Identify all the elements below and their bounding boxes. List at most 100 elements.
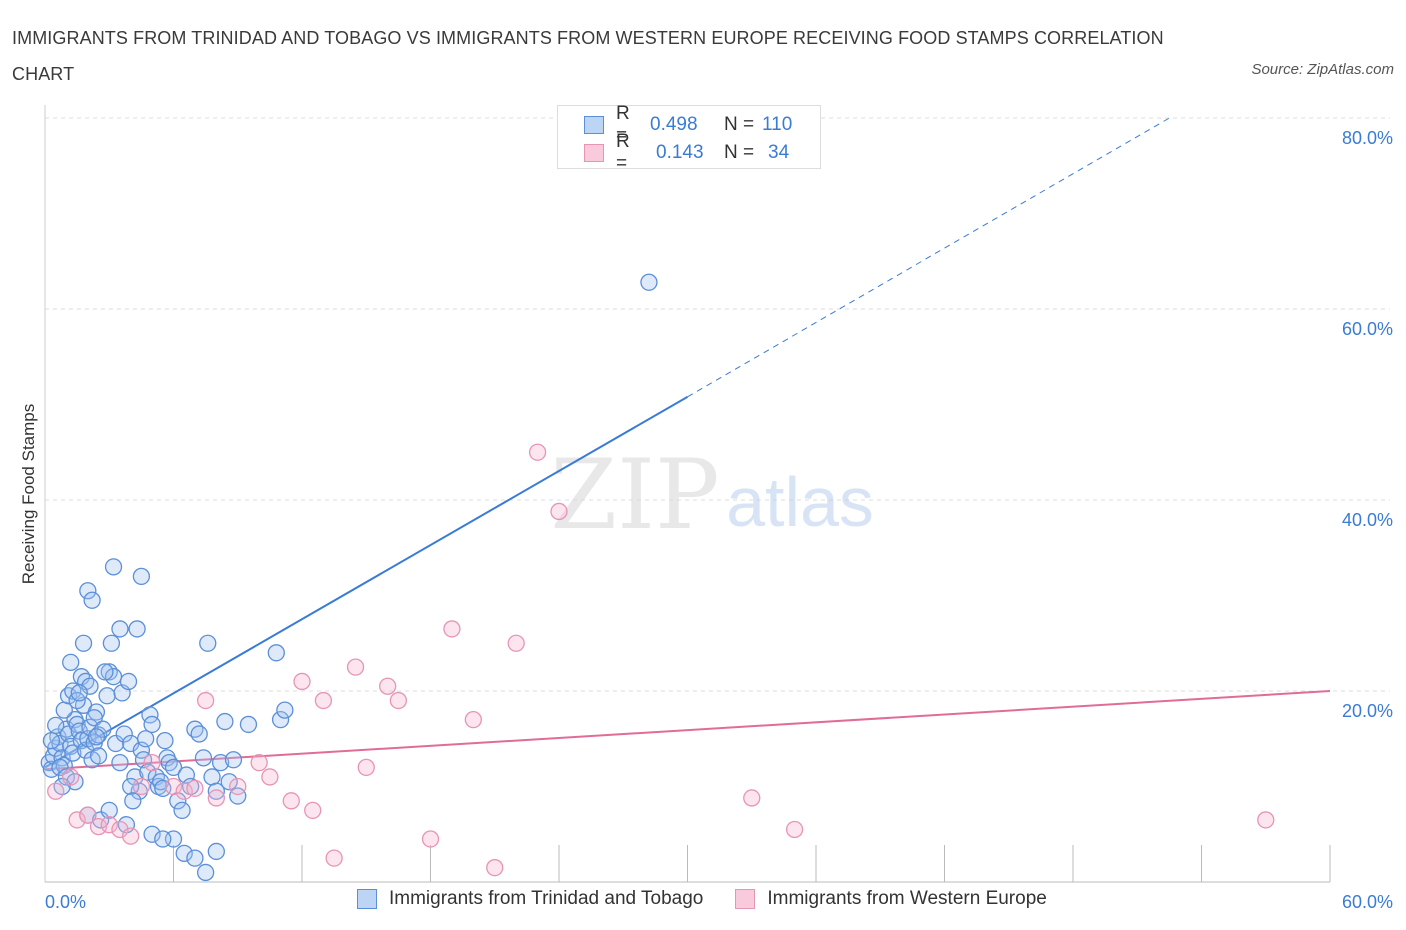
legend-n-value: 34 (768, 142, 790, 163)
data-point-pink (79, 806, 97, 824)
data-point-pink (282, 792, 300, 810)
data-point-blue (156, 732, 174, 750)
data-point-pink (186, 779, 204, 798)
data-point-blue (87, 728, 106, 746)
data-point-pink (314, 691, 333, 710)
data-point-blue (271, 711, 290, 729)
x-tick-label: 0.0% (45, 892, 86, 912)
data-point-pink (229, 777, 247, 796)
series-name-pink: Immigrants from Western Europe (767, 888, 1047, 909)
data-point-pink (528, 443, 547, 461)
data-point-blue (143, 715, 161, 734)
data-point-pink (68, 811, 86, 829)
data-point-blue (203, 768, 221, 786)
data-point-blue (199, 634, 217, 652)
data-point-pink (100, 816, 118, 834)
data-point-pink (507, 634, 525, 652)
y-tick-label: 80.0% (1342, 128, 1393, 148)
data-point-blue (70, 684, 88, 702)
data-point-blue (124, 792, 142, 810)
data-point-pink (304, 801, 322, 820)
watermark-atlas: atlas (726, 463, 874, 541)
y-tick-label: 40.0% (1342, 510, 1393, 530)
data-point-blue (239, 715, 258, 734)
data-point-pink (62, 768, 80, 786)
data-point-blue (186, 849, 204, 867)
data-point-pink (464, 711, 482, 729)
data-point-pink (207, 789, 225, 807)
data-point-blue (62, 653, 80, 671)
y-axis-label: Receiving Food Stamps (19, 404, 38, 584)
data-point-blue (207, 782, 225, 800)
data-point-blue (83, 591, 101, 609)
series-name-blue: Immigrants from Trinidad and Tobago (389, 888, 704, 909)
data-point-pink (47, 782, 65, 800)
data-point-blue (190, 725, 208, 743)
data-point-pink (486, 859, 504, 877)
data-point-pink (143, 753, 161, 772)
data-point-blue (47, 716, 65, 735)
data-point-blue (64, 744, 82, 762)
series-legend: Immigrants from Trinidad and Tobago Immi… (357, 888, 1079, 910)
legend-swatch-pink (584, 144, 604, 162)
data-point-blue (74, 634, 93, 652)
trend-line-blue-extension (687, 117, 1170, 398)
data-point-pink (122, 827, 140, 845)
legend-r-value: 0.498 (650, 114, 698, 135)
data-point-pink (346, 658, 365, 676)
data-point-pink (389, 691, 408, 710)
legend-swatch-blue (584, 116, 604, 134)
data-point-blue (64, 682, 82, 700)
data-point-blue (229, 787, 247, 805)
data-point-blue (104, 558, 123, 576)
data-point-blue (196, 863, 215, 882)
data-point-blue (111, 620, 129, 638)
data-point-blue (216, 712, 234, 731)
data-point-blue (220, 773, 238, 791)
data-point-blue (42, 732, 61, 750)
chart-title: IMMIGRANTS FROM TRINIDAD AND TOBAGO VS I… (12, 28, 1164, 84)
trend-lines (44, 117, 1331, 771)
data-point-blue (132, 567, 151, 586)
data-point-pink (785, 820, 804, 839)
data-point-pink (443, 620, 461, 638)
watermark-zip: ZIP (550, 439, 719, 551)
data-point-pink (325, 849, 343, 867)
data-point-blue (175, 844, 193, 862)
data-point-blue (276, 701, 294, 719)
legend-row-pink: R = 0.143 N = 34 (584, 131, 790, 174)
data-point-blue (151, 773, 170, 791)
data-point-blue (137, 730, 155, 748)
data-point-pink (743, 789, 761, 807)
legend-n-value: 110 (762, 114, 793, 135)
data-point-pink (196, 691, 215, 710)
data-point-blue (89, 747, 108, 765)
series-swatch-blue (357, 889, 377, 909)
data-point-blue (128, 620, 146, 638)
legend-r-value: 0.143 (656, 142, 704, 163)
data-point-blue (107, 734, 125, 753)
legend-n-label: N = (724, 114, 755, 135)
data-point-blue (211, 753, 230, 772)
grid-lines (45, 117, 1390, 692)
data-point-blue (154, 779, 172, 798)
data-point-blue (51, 758, 69, 777)
data-point-blue (173, 801, 191, 820)
data-point-blue (143, 825, 161, 843)
data-point-blue (57, 768, 76, 786)
series-legend-item-pink[interactable]: Immigrants from Western Europe (735, 888, 1047, 910)
data-point-blue (267, 644, 285, 662)
data-point-blue (100, 801, 118, 820)
series-legend-item-blue[interactable]: Immigrants from Trinidad and Tobago (357, 888, 703, 910)
data-point-pink (550, 502, 568, 521)
data-point-blue (115, 725, 133, 743)
legend-r-label: R = (616, 131, 630, 174)
data-point-blue (96, 663, 114, 681)
data-point-blue (85, 709, 103, 727)
data-point-pink (132, 777, 151, 796)
y-tick-label: 60.0% (1342, 319, 1393, 339)
data-points (40, 273, 1275, 882)
tick-labels: 80.0% 60.0% 40.0% 20.0% 0.0% 60.0% (45, 128, 1393, 912)
data-point-pink (357, 758, 375, 777)
